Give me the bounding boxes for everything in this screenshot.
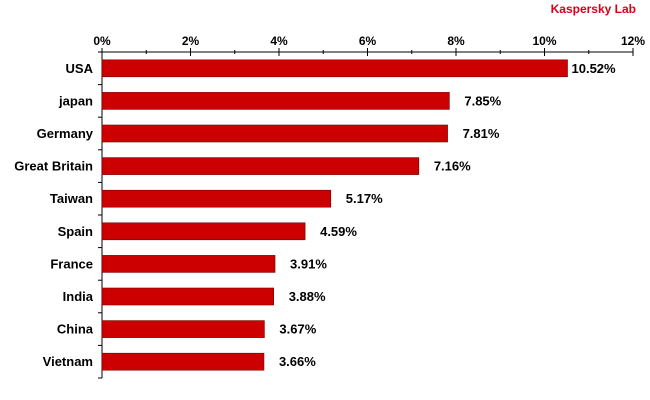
axis-layer: 0% 2% 4% 6% 8% 10% 12% (93, 34, 645, 379)
bars-layer (101, 59, 568, 371)
bar (101, 124, 448, 143)
x-tick-label: 10% (532, 34, 556, 48)
bar (101, 255, 276, 273)
category-label: japan (58, 93, 93, 108)
x-tick-label: 4% (270, 34, 288, 48)
category-label: France (50, 256, 93, 271)
labels-layer: USA 10.52% japan 7.85% Germany 7.81% Great Bri… (14, 61, 616, 369)
category-label: Vietnam (43, 354, 93, 369)
x-tick-label: 12% (621, 34, 645, 48)
x-tick-label: 2% (182, 34, 200, 48)
data-label: 7.16% (434, 159, 471, 174)
category-label: Spain (58, 224, 93, 239)
data-label: 3.88% (289, 289, 326, 304)
data-label: 7.81% (463, 126, 500, 141)
category-label: Taiwan (50, 191, 93, 206)
category-label: Germany (37, 126, 94, 141)
category-label: USA (66, 61, 94, 76)
data-label: 5.17% (346, 191, 383, 206)
data-label: 7.85% (464, 93, 501, 108)
data-label: 3.66% (279, 354, 316, 369)
bar (101, 352, 265, 371)
x-tick-label: 0% (93, 34, 111, 48)
category-label: India (63, 289, 94, 304)
bar (101, 157, 420, 175)
bar (101, 287, 274, 306)
x-tick-label: 8% (447, 34, 465, 48)
bar (101, 189, 332, 208)
bar (101, 222, 306, 241)
category-label: Great Britain (14, 159, 93, 174)
data-label: 4.59% (320, 224, 357, 239)
data-label: 3.67% (279, 322, 316, 337)
category-label: China (57, 322, 94, 337)
brand-logo-text: Kaspersky Lab (550, 2, 636, 16)
bar (101, 320, 265, 338)
bar (101, 59, 568, 78)
bar (101, 92, 450, 110)
data-label: 10.52% (572, 61, 617, 76)
data-label: 3.91% (290, 256, 327, 271)
x-tick-label: 6% (359, 34, 377, 48)
